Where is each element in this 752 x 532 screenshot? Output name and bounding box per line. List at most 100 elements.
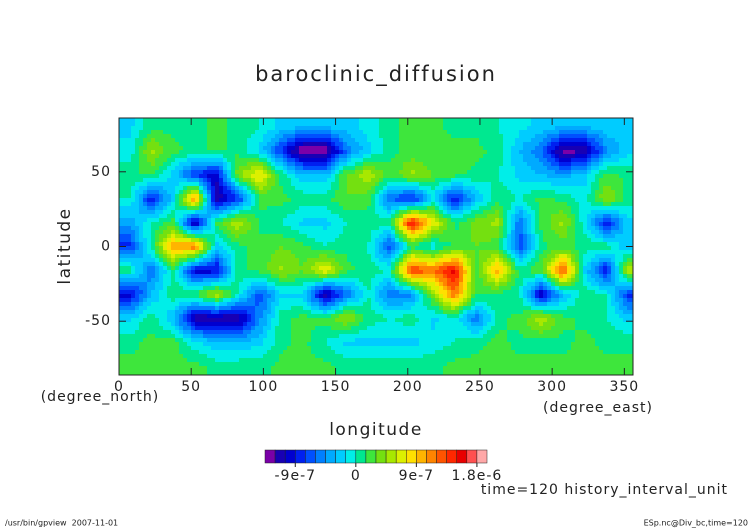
field-cell [443, 258, 448, 263]
field-cell [195, 174, 200, 179]
field-cell [599, 150, 604, 155]
field-cell [163, 250, 168, 255]
field-cell [375, 190, 380, 195]
field-cell [591, 214, 596, 219]
field-cell [163, 126, 168, 131]
field-cell [251, 230, 256, 235]
field-cell [203, 194, 208, 199]
field-cell [415, 254, 420, 259]
field-cell [131, 222, 136, 227]
field-cell [379, 194, 384, 199]
field-cell [571, 190, 576, 195]
field-cell [471, 138, 476, 143]
field-cell [283, 266, 288, 271]
field-cell [183, 226, 188, 231]
field-cell [147, 206, 152, 211]
field-cell [327, 202, 332, 207]
field-cell [431, 194, 436, 199]
field-cell [547, 182, 552, 187]
field-cell [143, 186, 148, 191]
field-cell [551, 230, 556, 235]
field-cell [491, 158, 496, 163]
field-cell [543, 234, 548, 239]
field-cell [427, 242, 432, 247]
field-cell [623, 198, 628, 203]
field-cell [327, 146, 332, 151]
field-cell [579, 186, 584, 191]
field-cell [147, 238, 152, 243]
field-cell [255, 250, 260, 255]
field-cell [327, 234, 332, 239]
field-cell [527, 122, 532, 127]
field-cell [487, 246, 492, 251]
field-cell [551, 234, 556, 239]
field-cell [567, 218, 572, 223]
field-cell [327, 134, 332, 139]
field-cell [491, 206, 496, 211]
field-cell [191, 210, 196, 215]
field-cell [579, 218, 584, 223]
field-cell [323, 178, 328, 183]
field-cell [539, 238, 544, 243]
field-cell [423, 190, 428, 195]
field-cell [579, 266, 584, 271]
field-cell [219, 238, 224, 243]
field-cell [387, 218, 392, 223]
field-cell [331, 118, 336, 123]
field-cell [139, 162, 144, 167]
field-cell [323, 174, 328, 179]
field-cell [127, 206, 132, 211]
field-cell [623, 138, 628, 143]
field-cell [175, 234, 180, 239]
field-cell [531, 138, 536, 143]
field-cell [167, 270, 172, 275]
field-cell [503, 206, 508, 211]
field-cell [199, 250, 204, 255]
field-cell [423, 170, 428, 175]
field-cell [119, 226, 124, 231]
field-cell [239, 202, 244, 207]
field-cell [143, 214, 148, 219]
field-cell [443, 174, 448, 179]
field-cell [371, 138, 376, 143]
field-cell [583, 242, 588, 247]
field-cell [603, 254, 608, 259]
field-cell [487, 150, 492, 155]
field-cell [431, 254, 436, 259]
field-cell [319, 202, 324, 207]
field-cell [351, 122, 356, 127]
field-cell [531, 130, 536, 135]
field-cell [519, 178, 524, 183]
field-cell [407, 270, 412, 275]
field-cell [603, 246, 608, 251]
field-cell [275, 226, 280, 231]
field-cell [179, 218, 184, 223]
field-cell [219, 130, 224, 135]
field-cell [615, 218, 620, 223]
field-cell [139, 238, 144, 243]
field-cell [179, 122, 184, 127]
field-cell [371, 118, 376, 123]
field-cell [243, 154, 248, 159]
field-cell [383, 194, 388, 199]
field-cell [623, 266, 628, 271]
field-cell [447, 154, 452, 159]
field-cell [359, 242, 364, 247]
field-cell [299, 206, 304, 211]
field-cell [403, 230, 408, 235]
field-cell [319, 174, 324, 179]
field-cell [227, 226, 232, 231]
field-cell [527, 222, 532, 227]
field-cell [215, 198, 220, 203]
field-cell [379, 246, 384, 251]
field-cell [615, 166, 620, 171]
field-cell [451, 246, 456, 251]
field-cell [423, 126, 428, 131]
field-cell [423, 226, 428, 231]
field-cell [507, 238, 512, 243]
field-cell [379, 182, 384, 187]
field-cell [591, 158, 596, 163]
field-cell [335, 146, 340, 151]
field-cell [351, 270, 356, 275]
field-cell [399, 134, 404, 139]
